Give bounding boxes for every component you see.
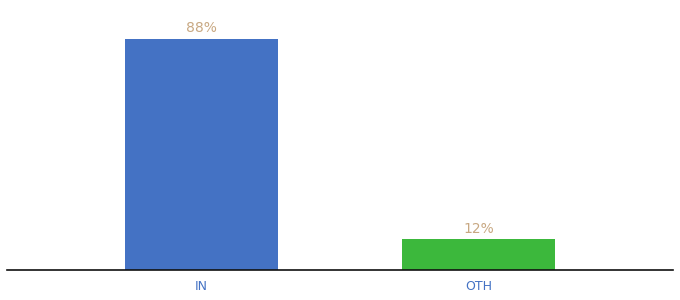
Text: 88%: 88% [186,21,217,35]
Text: 12%: 12% [463,222,494,236]
Bar [403,239,555,270]
Bar [125,39,277,270]
